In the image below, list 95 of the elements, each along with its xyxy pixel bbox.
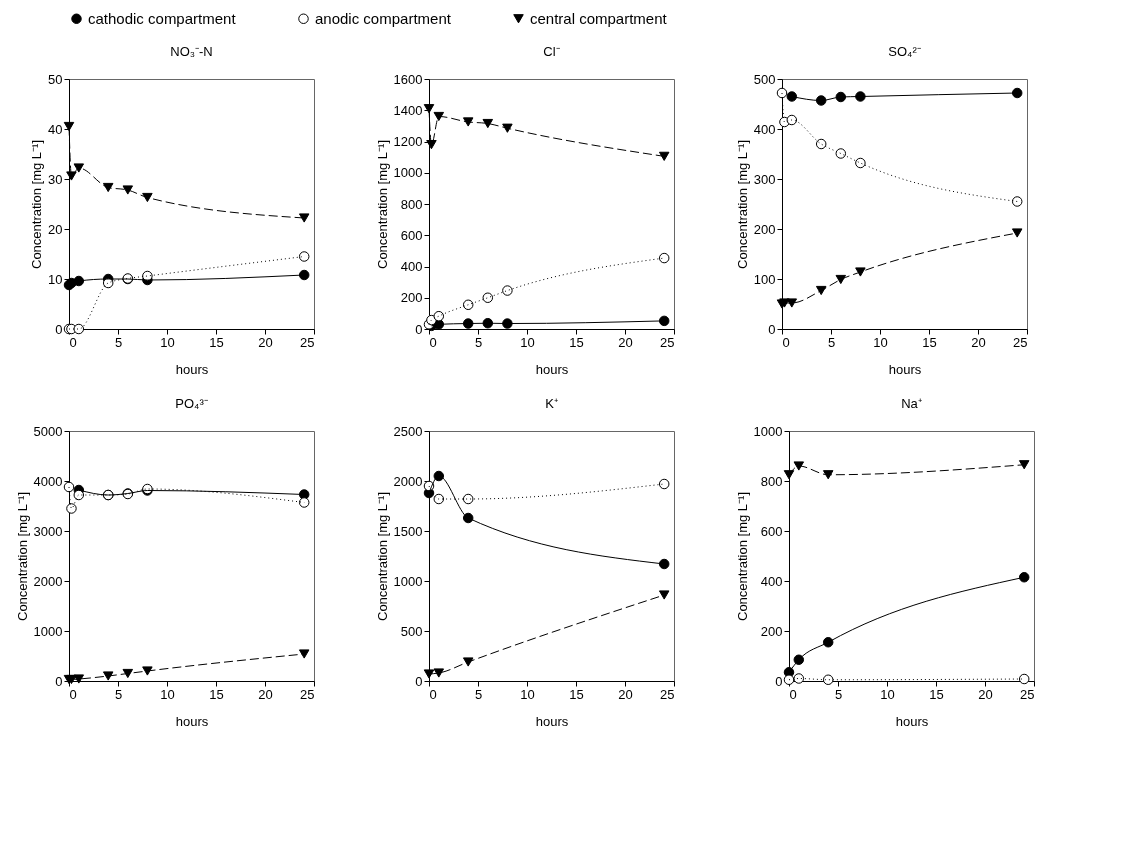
x-tick-label: 25 <box>300 686 315 702</box>
y-tick-label: 1600 <box>393 71 423 87</box>
x-tick-label: 15 <box>922 334 937 350</box>
x-tick-label: 25 <box>300 334 315 350</box>
x-tick-label: 15 <box>929 686 944 702</box>
x-tick-label: 10 <box>160 334 175 350</box>
y-tick-label: 2500 <box>393 423 423 439</box>
x-tick-label: 0 <box>69 686 77 702</box>
x-tick-label: 0 <box>429 334 437 350</box>
x-tick-label: 5 <box>114 686 123 702</box>
x-axis-title: hours <box>175 361 209 377</box>
x-tick-label: 20 <box>618 334 633 350</box>
x-tick-label: 0 <box>69 334 77 350</box>
x-tick-label: 10 <box>160 686 175 702</box>
y-axis-title: Concentration [mg L⁻¹] <box>29 139 45 270</box>
y-tick-label: 2000 <box>393 473 423 489</box>
x-tick-label: 10 <box>520 334 535 350</box>
x-tick-label: 10 <box>873 334 888 350</box>
y-axis-title: Concentration [mg L⁻¹] <box>734 491 750 622</box>
y-tick-label: 0 <box>775 673 783 689</box>
y-tick-label: 1400 <box>393 102 423 118</box>
x-tick-label: 25 <box>1020 686 1035 702</box>
x-axis-title: hours <box>888 361 922 377</box>
x-tick-label: 15 <box>209 686 224 702</box>
x-tick-label: 25 <box>660 334 675 350</box>
y-tick-label: 200 <box>760 623 783 639</box>
x-tick-label: 20 <box>978 686 993 702</box>
x-tick-label: 10 <box>520 686 535 702</box>
y-tick-label: 0 <box>415 673 423 689</box>
y-tick-label: 10 <box>48 271 63 287</box>
x-tick-label: 20 <box>258 334 273 350</box>
x-tick-label: 25 <box>1013 334 1028 350</box>
y-tick-label: 5000 <box>33 423 63 439</box>
x-tick-label: 5 <box>114 334 123 350</box>
y-tick-label: 600 <box>760 523 783 539</box>
y-tick-label: 400 <box>400 259 423 274</box>
y-tick-label: 20 <box>48 221 63 237</box>
x-tick-label: 20 <box>258 686 273 702</box>
y-tick-label: 1200 <box>393 134 423 149</box>
y-tick-label: 1000 <box>393 165 423 181</box>
y-tick-label: 500 <box>753 71 776 87</box>
x-tick-label: 5 <box>827 334 836 350</box>
legend-label: anodic compartment <box>315 9 452 27</box>
y-tick-label: 300 <box>753 171 776 187</box>
x-tick-label: 0 <box>789 686 797 702</box>
x-axis-title: hours <box>175 713 209 729</box>
y-tick-label: 100 <box>753 271 776 287</box>
x-tick-label: 15 <box>569 686 584 702</box>
y-tick-label: 50 <box>48 71 63 87</box>
y-tick-label: 0 <box>415 321 423 337</box>
x-axis-title: hours <box>895 713 929 729</box>
x-tick-label: 20 <box>971 334 986 350</box>
y-tick-label: 0 <box>55 321 63 337</box>
y-axis-title: Concentration [mg L⁻¹] <box>374 491 390 622</box>
legend-label: cathodic compartment <box>88 9 237 27</box>
x-tick-label: 5 <box>474 334 483 350</box>
chart-title: NO₃⁻-N <box>170 44 213 59</box>
x-axis-title: hours <box>535 361 569 377</box>
y-tick-label: 1000 <box>33 623 63 639</box>
y-axis-title: Concentration [mg L⁻¹] <box>734 139 750 270</box>
x-tick-label: 15 <box>569 334 584 350</box>
y-tick-label: 400 <box>753 121 776 137</box>
legend-label: central compartment <box>530 9 668 27</box>
y-tick-label: 1500 <box>393 523 423 539</box>
x-tick-label: 20 <box>618 686 633 702</box>
y-tick-label: 30 <box>48 171 63 187</box>
y-tick-label: 600 <box>400 227 423 243</box>
y-tick-label: 2000 <box>33 573 63 589</box>
chart-title: Cl⁻ <box>543 44 560 59</box>
x-tick-label: 25 <box>660 686 675 702</box>
y-axis-title: Concentration [mg L⁻¹] <box>374 139 390 270</box>
y-tick-label: 4000 <box>33 473 63 489</box>
y-tick-label: 200 <box>753 221 776 237</box>
x-tick-label: 0 <box>429 686 437 702</box>
y-tick-label: 500 <box>400 623 423 639</box>
x-axis-title: hours <box>535 713 569 729</box>
x-tick-label: 5 <box>474 686 483 702</box>
x-tick-label: 10 <box>880 686 895 702</box>
y-tick-label: 400 <box>760 573 783 589</box>
y-axis-title: Concentration [mg L⁻¹] <box>14 491 30 622</box>
y-tick-label: 1000 <box>393 573 423 589</box>
x-tick-label: 5 <box>834 686 843 702</box>
y-tick-label: 0 <box>768 321 776 337</box>
y-tick-label: 0 <box>55 673 63 689</box>
y-tick-label: 40 <box>48 121 63 137</box>
y-tick-label: 1000 <box>753 423 783 439</box>
y-tick-label: 800 <box>400 196 423 212</box>
x-tick-label: 15 <box>209 334 224 350</box>
chart-title: PO₄³⁻ <box>175 396 208 411</box>
y-tick-label: 800 <box>760 473 783 489</box>
y-tick-label: 3000 <box>33 523 63 539</box>
chart-title: K⁺ <box>545 396 558 411</box>
y-tick-label: 200 <box>400 290 423 306</box>
chart-title: SO₄²⁻ <box>888 44 921 59</box>
chart-title: Na⁺ <box>901 396 922 411</box>
